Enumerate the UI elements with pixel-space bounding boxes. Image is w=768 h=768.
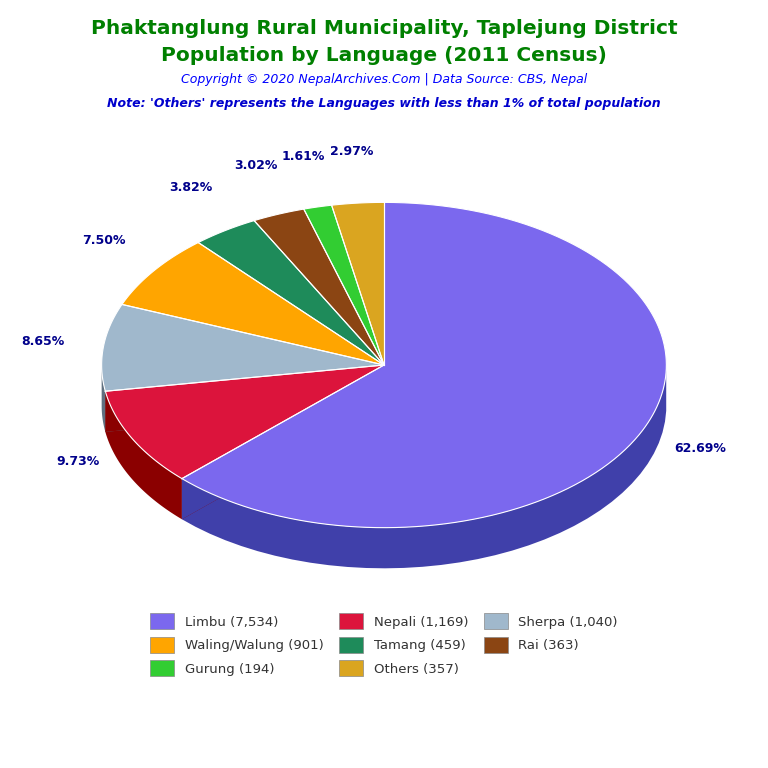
Polygon shape — [105, 365, 384, 432]
Polygon shape — [101, 304, 384, 391]
Polygon shape — [198, 220, 384, 365]
Polygon shape — [332, 203, 384, 365]
Polygon shape — [105, 391, 182, 519]
Text: Population by Language (2011 Census): Population by Language (2011 Census) — [161, 46, 607, 65]
Polygon shape — [105, 365, 384, 432]
Text: 2.97%: 2.97% — [330, 145, 374, 158]
Polygon shape — [182, 370, 666, 568]
Polygon shape — [304, 205, 384, 365]
Polygon shape — [101, 366, 105, 432]
Legend: Limbu (7,534), Waling/Walung (901), Gurung (194), Nepali (1,169), Tamang (459), : Limbu (7,534), Waling/Walung (901), Guru… — [144, 607, 624, 683]
Text: Copyright © 2020 NepalArchives.Com | Data Source: CBS, Nepal: Copyright © 2020 NepalArchives.Com | Dat… — [181, 73, 587, 86]
Text: 9.73%: 9.73% — [56, 455, 99, 468]
Text: Note: 'Others' represents the Languages with less than 1% of total population: Note: 'Others' represents the Languages … — [108, 97, 660, 110]
Text: 1.61%: 1.61% — [282, 150, 325, 163]
Text: Phaktanglung Rural Municipality, Taplejung District: Phaktanglung Rural Municipality, Tapleju… — [91, 19, 677, 38]
Text: 3.02%: 3.02% — [234, 160, 277, 173]
Text: 7.50%: 7.50% — [82, 234, 126, 247]
Text: 3.82%: 3.82% — [169, 181, 213, 194]
Polygon shape — [254, 209, 384, 365]
Text: 8.65%: 8.65% — [21, 335, 65, 348]
Polygon shape — [182, 365, 384, 519]
Polygon shape — [105, 365, 384, 478]
Polygon shape — [122, 243, 384, 365]
Text: 62.69%: 62.69% — [674, 442, 727, 455]
Polygon shape — [182, 365, 384, 519]
Polygon shape — [182, 203, 667, 528]
